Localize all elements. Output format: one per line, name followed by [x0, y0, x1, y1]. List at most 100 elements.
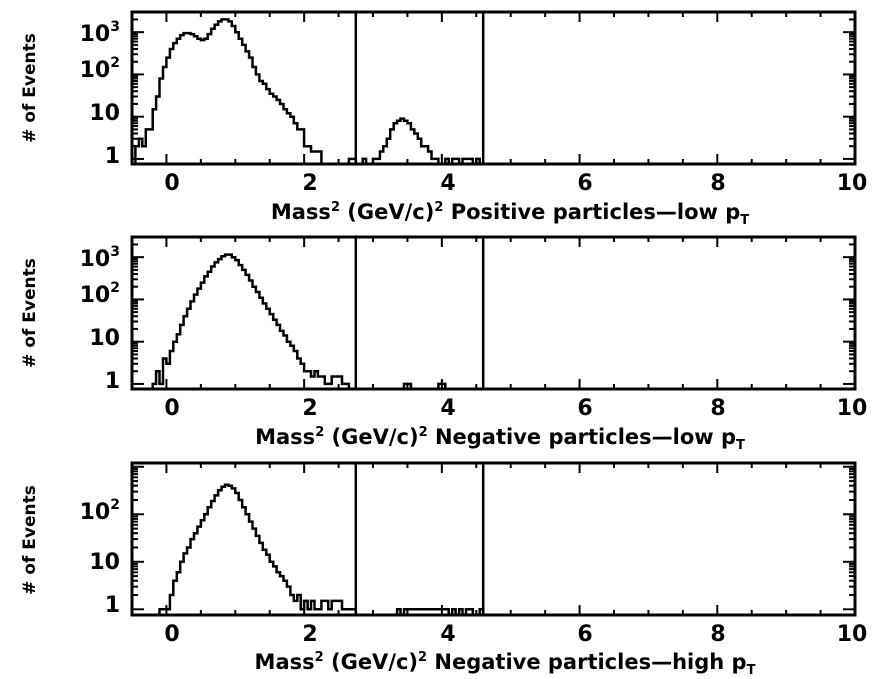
x-tick-label: 4 [440, 622, 455, 647]
histogram-bin [421, 146, 425, 164]
axis-ticks [132, 11, 856, 164]
histogram-bin [317, 376, 322, 389]
histogram-bin [152, 109, 157, 164]
histogram-bin [373, 158, 377, 164]
histogram-bin [397, 120, 401, 164]
x-tick-label: 10 [837, 622, 868, 647]
histogram-bin [183, 316, 187, 389]
histogram-bin [286, 341, 291, 389]
histogram-bin [273, 566, 277, 615]
histogram-bin [397, 609, 401, 615]
histogram-bin [269, 561, 274, 615]
histogram-bin [424, 146, 428, 164]
y-axis-label: # of Events [20, 258, 40, 368]
x-tick-label: 8 [710, 622, 725, 647]
histogram-bin [259, 297, 263, 389]
histogram-bin [173, 43, 177, 164]
histogram-bin [348, 609, 353, 615]
y-tick-labels: 102 10 1 [80, 497, 120, 618]
histogram-bin [404, 120, 408, 164]
histogram-bin [225, 484, 229, 615]
histogram-bin [404, 609, 408, 615]
axis-ticks [132, 236, 856, 389]
histogram-bin [156, 371, 160, 389]
histogram-bin [321, 376, 325, 389]
histogram-bin [180, 35, 184, 164]
histogram-bin [417, 609, 422, 615]
histogram-bin [345, 383, 349, 389]
histogram-bin [152, 383, 157, 389]
x-tick-label: 2 [302, 622, 317, 647]
panel-negative-low-pt: 103 102 10 1 0 2 4 6 8 10 Mass2 (GeV/c)2… [20, 235, 868, 453]
histogram-bin [314, 371, 318, 389]
histogram-bin [445, 609, 449, 615]
histogram-bin [407, 609, 411, 615]
x-tick-label: 10 [837, 171, 868, 196]
histogram-bin [214, 24, 218, 165]
histogram-bin [311, 376, 315, 389]
histogram-bin [290, 345, 294, 389]
histogram-bin [262, 83, 267, 164]
panel-positive-low-pt: 103 102 10 1 0 2 4 6 8 10 Mass2 (GeV/c)2… [20, 10, 868, 228]
histogram-bin [204, 514, 208, 615]
x-tick-label: 6 [577, 171, 592, 196]
histogram-bin [214, 262, 218, 389]
histogram-bin [249, 280, 253, 389]
y-tick-label: 102 [80, 55, 120, 83]
histogram-bin [317, 151, 322, 164]
histogram-bin [362, 158, 367, 164]
histogram-bin [297, 595, 301, 615]
histogram-bin [259, 542, 263, 615]
histogram-bin [190, 301, 194, 389]
histogram-bin [300, 129, 305, 164]
histogram-bin [200, 520, 205, 615]
histogram-bin [273, 96, 277, 164]
x-axis-label: Mass2 (GeV/c)2 Negative particles—high p… [255, 650, 756, 678]
histogram-bin [211, 28, 215, 164]
histogram-bin [235, 32, 239, 165]
histogram-bin [441, 609, 446, 615]
histogram-bin [231, 26, 236, 164]
histogram-bin [293, 123, 298, 164]
histogram-bin [348, 158, 353, 164]
x-tick-label: 4 [440, 171, 455, 196]
histogram-bin [286, 113, 291, 164]
histogram-outline [134, 18, 481, 164]
histogram-bin [379, 151, 384, 164]
histogram-bin [269, 93, 274, 164]
panel-negative-high-pt: 102 10 1 0 2 4 6 8 10 Mass2 (GeV/c)2 Neg… [20, 461, 868, 678]
histogram-bin [383, 146, 387, 164]
histogram-bin [249, 521, 253, 615]
x-tick-label: 10 [837, 396, 868, 421]
x-axis-label: Mass2 (GeV/c)2 Positive particles—low pT [271, 200, 749, 228]
histogram-bin [435, 158, 439, 164]
histogram-bin [290, 116, 294, 164]
histogram-bin [438, 383, 442, 389]
histogram-bin [424, 609, 428, 615]
histogram-bin [242, 44, 246, 164]
histogram-bin [452, 609, 456, 615]
histogram-bin [231, 488, 236, 615]
histogram-bin [204, 38, 208, 165]
histogram-bin [245, 51, 249, 164]
histogram-bin [266, 89, 270, 164]
y-tick-labels: 103 102 10 1 [80, 244, 120, 394]
histogram-bin [469, 609, 473, 615]
histogram-bin [280, 330, 284, 389]
histogram-bin [304, 146, 308, 164]
histogram-bin [207, 34, 212, 164]
histogram-marks [158, 483, 485, 615]
histogram-bin [163, 358, 167, 389]
histogram-bin [417, 138, 422, 164]
histogram-bin [183, 553, 187, 615]
histogram-bin [452, 158, 456, 164]
histogram-bin [200, 282, 205, 389]
y-tick-label: 103 [80, 19, 120, 47]
histogram-bin [242, 507, 246, 615]
histogram-bin [307, 609, 311, 615]
histogram-bin [338, 600, 342, 615]
histogram-bin [245, 514, 249, 615]
histogram-bin [183, 33, 187, 164]
histogram-bin [410, 129, 415, 164]
x-tick-label: 0 [164, 396, 179, 421]
